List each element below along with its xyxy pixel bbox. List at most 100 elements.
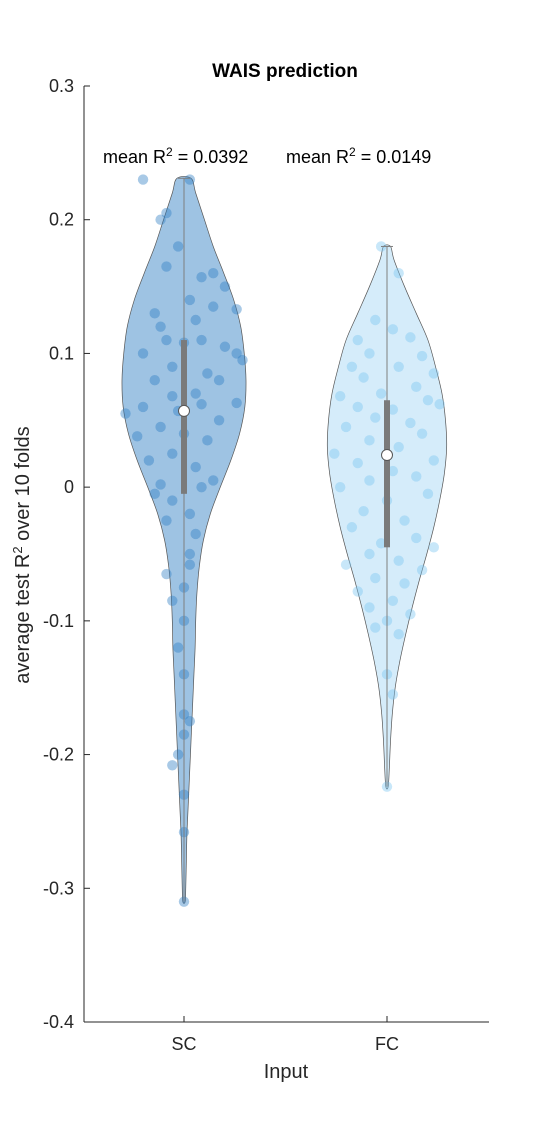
data-point-fc	[352, 586, 363, 597]
data-point-sc	[208, 301, 219, 312]
data-point-fc	[358, 506, 369, 517]
data-point-fc	[393, 361, 404, 372]
data-point-sc	[161, 515, 172, 526]
data-point-sc	[149, 374, 160, 386]
data-point-sc	[167, 391, 178, 402]
annotation-sc-sup: 2	[166, 145, 173, 159]
data-point-sc	[172, 642, 184, 653]
annotation-sc-prefix: mean R	[103, 147, 166, 167]
y-axis-title-before: average test R	[12, 554, 34, 684]
data-point-fc	[352, 334, 363, 346]
y-axis-title: average test R2 over 10 folds	[10, 426, 35, 683]
data-point-fc	[340, 559, 352, 570]
data-point-sc	[155, 421, 166, 433]
data-point-fc	[416, 564, 428, 576]
data-point-fc	[364, 348, 375, 359]
y-tick-label: -0.1	[43, 611, 74, 631]
data-point-sc	[202, 435, 213, 446]
data-point-fc	[364, 602, 375, 613]
data-point-sc	[219, 341, 231, 352]
points-layer	[120, 174, 445, 907]
data-point-fc	[434, 399, 445, 410]
data-point-fc	[399, 578, 410, 589]
data-point-fc	[358, 372, 369, 383]
y-axis-title-after: over 10 folds	[12, 426, 34, 546]
data-point-sc	[196, 481, 207, 493]
y-tick-label: 0.1	[49, 343, 74, 363]
data-point-sc	[202, 368, 213, 379]
x-tick-label: FC	[375, 1034, 399, 1054]
data-point-sc	[155, 321, 166, 332]
data-point-sc	[231, 348, 242, 359]
data-point-fc	[422, 488, 434, 500]
y-ticks: 0.3 0.2 0.1 0 -0.1 -0.2 -0.3 -0.4	[43, 76, 90, 1032]
y-axis-title-sup: 2	[10, 546, 25, 553]
data-point-fc	[387, 324, 399, 335]
data-point-fc	[364, 475, 375, 486]
data-point-fc	[428, 368, 439, 379]
data-point-sc	[137, 348, 149, 359]
data-point-sc	[167, 495, 178, 506]
data-point-fc	[393, 268, 404, 279]
data-point-sc	[208, 268, 219, 279]
data-point-fc	[375, 538, 387, 549]
data-point-sc	[184, 508, 196, 520]
data-point-fc	[335, 481, 346, 493]
data-point-fc	[428, 455, 439, 466]
data-point-sc	[155, 214, 166, 225]
annotation-fc-prefix: mean R	[286, 147, 349, 167]
data-point-fc	[370, 622, 381, 633]
data-point-sc	[167, 595, 178, 606]
data-point-sc	[149, 308, 160, 319]
y-tick-label: 0	[64, 477, 74, 497]
data-point-sc	[231, 304, 242, 315]
data-point-sc	[190, 461, 201, 473]
chart-title: WAIS prediction	[212, 61, 358, 82]
y-tick-label: -0.2	[43, 745, 74, 765]
data-point-sc	[190, 314, 201, 326]
y-tick-label: -0.4	[43, 1012, 74, 1032]
data-point-fc	[346, 361, 358, 372]
data-point-sc	[231, 397, 242, 409]
data-point-fc	[416, 428, 428, 439]
data-point-fc	[340, 421, 352, 433]
data-point-fc	[364, 548, 375, 560]
data-point-sc	[190, 528, 201, 540]
data-point-sc	[208, 475, 219, 486]
data-point-sc	[213, 374, 225, 386]
data-point-fc	[405, 608, 416, 620]
data-point-fc	[387, 595, 399, 606]
data-point-sc	[132, 431, 143, 442]
data-point-sc	[190, 388, 201, 399]
box-layer	[178, 177, 393, 902]
data-point-fc	[387, 689, 399, 700]
data-point-sc	[184, 294, 196, 306]
annotation-fc-sup: 2	[349, 145, 356, 159]
data-point-fc	[387, 404, 399, 415]
data-point-fc	[428, 542, 439, 553]
data-point-sc	[137, 174, 149, 185]
data-point-fc	[411, 532, 422, 544]
data-point-sc	[184, 715, 196, 727]
data-point-sc	[196, 272, 207, 283]
axes	[83, 86, 489, 1023]
data-point-sc	[184, 174, 196, 185]
data-point-sc	[155, 479, 166, 490]
data-point-sc	[184, 559, 196, 570]
data-point-fc	[405, 332, 416, 343]
data-point-sc	[167, 760, 178, 771]
data-point-fc	[375, 388, 387, 399]
data-point-sc	[161, 207, 172, 219]
y-tick-label: -0.3	[43, 878, 74, 898]
data-point-fc	[352, 457, 363, 469]
data-point-sc	[196, 399, 207, 410]
data-point-sc	[161, 568, 172, 580]
data-point-fc	[364, 435, 375, 446]
median-marker-fc	[381, 449, 393, 462]
data-point-fc	[370, 572, 381, 584]
annotation-sc: mean R2 = 0.0392	[103, 145, 248, 167]
data-point-fc	[422, 395, 434, 406]
data-point-sc	[172, 241, 184, 252]
data-point-fc	[411, 381, 422, 393]
